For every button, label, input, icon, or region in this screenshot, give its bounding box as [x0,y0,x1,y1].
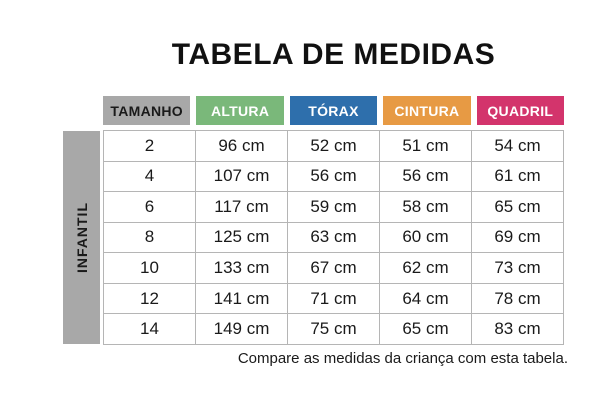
table-cell: 71 cm [287,282,380,315]
table-cell: 62 cm [379,252,472,284]
row-group-label: INFANTIL [73,202,90,273]
table-cell: 78 cm [471,282,564,315]
table-row: 14 149 cm 75 cm 65 cm 83 cm [103,313,564,345]
page-title: TABELA DE MEDIDAS [171,38,496,71]
table-cell: 14 [103,313,196,345]
table-cell: 52 cm [287,130,380,162]
table-row: 6 117 cm 59 cm 58 cm 65 cm [103,191,564,223]
table-cell: 107 cm [195,160,288,193]
table-cell: 125 cm [195,221,288,254]
table-cell: 69 cm [471,221,564,254]
table-cell: 56 cm [379,160,472,193]
table-header-row: TAMANHO ALTURA TÓRAX CINTURA QUADRIL [103,96,564,125]
measurements-table: 2 96 cm 52 cm 51 cm 54 cm 4 107 cm 56 cm 56 cm 61… [103,130,564,345]
table-cell: 149 cm [195,313,288,345]
table-cell: 10 [103,252,196,284]
table-cell: 67 cm [287,252,380,284]
table-cell: 63 cm [287,221,380,254]
table-cell: 83 cm [471,313,564,345]
table-cell: 51 cm [379,130,472,162]
column-header: ALTURA [196,96,284,125]
table-cell: 8 [103,221,196,254]
column-header: QUADRIL [476,96,564,125]
table-cell: 6 [103,191,196,223]
table-cell: 54 cm [471,130,564,162]
table-cell: 64 cm [379,282,472,315]
table-cell: 133 cm [195,252,288,284]
table-cell: 117 cm [195,191,288,223]
table-cell: 58 cm [379,191,472,223]
table-row: 4 107 cm 56 cm 56 cm 61 cm [103,160,564,193]
column-header: TÓRAX [289,96,378,125]
table-cell: 75 cm [287,313,380,345]
row-group-label-bar: INFANTIL [63,131,100,344]
table-cell: 2 [103,130,196,162]
table-cell: 59 cm [287,191,380,223]
table-caption: Compare as medidas da criança com esta t… [237,350,568,367]
table-cell: 73 cm [471,252,564,284]
table-cell: 61 cm [471,160,564,193]
table-row: 8 125 cm 63 cm 60 cm 69 cm [103,221,564,254]
table-cell: 56 cm [287,160,380,193]
table-cell: 65 cm [379,313,472,345]
column-header: CINTURA [383,96,471,125]
table-cell: 4 [103,160,196,193]
column-header: TAMANHO [103,96,191,125]
table-row: 12 141 cm 71 cm 64 cm 78 cm [103,282,564,315]
table-row: 10 133 cm 67 cm 62 cm 73 cm [103,252,564,284]
table-cell: 141 cm [195,282,288,315]
table-row: 2 96 cm 52 cm 51 cm 54 cm [103,130,564,162]
table-cell: 12 [103,282,196,315]
table-cell: 60 cm [379,221,472,254]
table-cell: 96 cm [195,130,288,162]
table-cell: 65 cm [471,191,564,223]
